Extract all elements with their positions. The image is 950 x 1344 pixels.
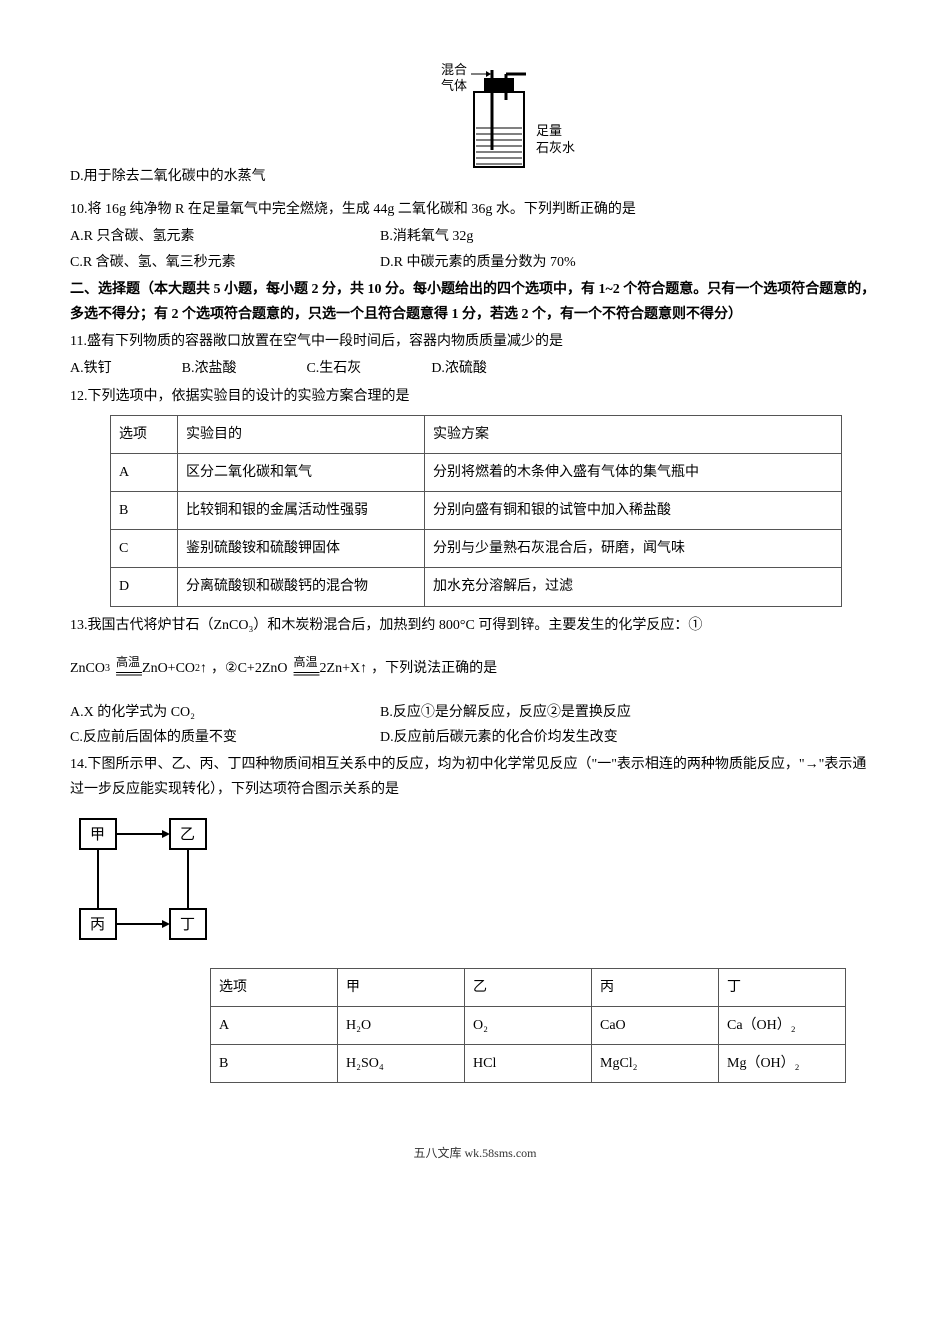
q11-B: B.浓盐酸 [182, 356, 237, 381]
q14-r0c2: O₂ [465, 1006, 592, 1044]
q14-h2: 乙 [465, 968, 592, 1006]
q14-table: 选项 甲 乙 丙 丁 A H₂O O₂ CaO Ca（OH）₂ B H₂SO₄ … [210, 968, 846, 1084]
q13-r1-left: ZnCO3 [70, 656, 110, 681]
q14-r0c1: H₂O [338, 1006, 465, 1044]
q12-r0c2: 分别将燃着的木条伸入盛有气体的集气瓶中 [425, 453, 842, 491]
q12-r0c1: 区分二氧化碳和氧气 [178, 453, 425, 491]
q12-r2c1: 鉴别硫酸铵和硫酸钾固体 [178, 530, 425, 568]
q13-r1-left-text: ZnCO [70, 656, 105, 681]
q14-r1c1: H₂SO₄ [338, 1045, 465, 1083]
q13-r1-uparrow: ↑ [200, 656, 207, 681]
q10-stem: 10.将 16g 纯净物 R 在足量氧气中完全燃烧，生成 44g 二氧化碳和 3… [70, 197, 880, 222]
q14-stem: 14.下图所示甲、乙、丙、丁四种物质间相互关系中的反应，均为初中化学常见反应（"… [70, 752, 880, 802]
q13-D: D.反应前后碳元素的化合价均发生改变 [380, 725, 690, 750]
q10-options-row1: A.R 只含碳、氢元素 B.消耗氧气 32g [70, 224, 880, 249]
q9-apparatus-diagram: 混合 气体 足量 石灰水 [416, 60, 606, 189]
table-row: A 区分二氧化碳和氧气 分别将燃着的木条伸入盛有气体的集气瓶中 [111, 453, 842, 491]
q14-h4: 丁 [719, 968, 846, 1006]
table-row: 选项 甲 乙 丙 丁 [211, 968, 846, 1006]
q10-options-row2: C.R 含碳、氢、氧三秒元素 D.R 中碳元素的质量分数为 70% [70, 250, 880, 275]
q14-r0c0: A [211, 1006, 338, 1044]
q13-reactions: ZnCO3 高温 ═══ ZnO+CO2↑ ， ② C+2ZnO 高温 ═══ … [70, 656, 880, 682]
q12-table: 选项 实验目的 实验方案 A 区分二氧化碳和氧气 分别将燃着的木条伸入盛有气体的… [110, 415, 842, 607]
diagram-label-enough: 足量 [536, 123, 562, 138]
diagram-label-mix: 混合 [441, 62, 467, 77]
q13-r1-right-text: ZnO+CO [142, 656, 195, 681]
q10-A: A.R 只含碳、氢元素 [70, 224, 380, 249]
q10-C: C.R 含碳、氢、氧三秒元素 [70, 250, 380, 275]
q14-r1c3: MgCl₂ [592, 1045, 719, 1083]
q13-arrow2-line: ═══ [294, 668, 318, 682]
q12-h2: 实验方案 [425, 415, 842, 453]
q14-h1: 甲 [338, 968, 465, 1006]
q9-optionD-row: D.用于除去二氧化碳中的水蒸气 混合 气体 足量 [70, 60, 880, 189]
q13-options-row2: C.反应前后固体的质量不变 D.反应前后碳元素的化合价均发生改变 [70, 725, 880, 750]
q10-B: B.消耗氧气 32g [380, 224, 690, 249]
q11-options: A.铁钉 B.浓盐酸 C.生石灰 D.浓硫酸 [70, 356, 880, 381]
section2-heading: 二、选择题（本大题共 5 小题，每小题 2 分，共 10 分。每小题给出的四个选… [70, 277, 880, 327]
q14-r1c0: B [211, 1045, 338, 1083]
q14-r1c2: HCl [465, 1045, 592, 1083]
q13-r1-right: ZnO+CO2↑ [142, 656, 207, 681]
q11-A: A.铁钉 [70, 356, 112, 381]
table-row: A H₂O O₂ CaO Ca（OH）₂ [211, 1006, 846, 1044]
q12-r0c0: A [111, 453, 178, 491]
q12-r2c2: 分别与少量熟石灰混合后，研磨，闻气味 [425, 530, 842, 568]
q13-arrow1-top: 高温 [116, 656, 140, 668]
q12-r3c2: 加水充分溶解后，过滤 [425, 568, 842, 606]
node-tl: 甲 [90, 827, 105, 843]
q13-arrow1-line: ═══ [116, 668, 140, 682]
q13-stem: 13.我国古代将炉甘石（ZnCO₃）和木炭粉混合后，加热到约 800°C 可得到… [70, 613, 880, 638]
node-tr: 乙 [180, 827, 195, 843]
q11-stem: 11.盛有下列物质的容器敞口放置在空气中一段时间后，容器内物质质量减少的是 [70, 329, 880, 354]
diagram-label-limewater: 石灰水 [536, 140, 575, 155]
q12-r3c1: 分离硫酸钡和碳酸钙的混合物 [178, 568, 425, 606]
page-footer: 五八文库 wk.58sms.com [70, 1143, 880, 1165]
q14-r1c4: Mg（OH）₂ [719, 1045, 846, 1083]
table-row: B 比较铜和银的金属活动性强弱 分别向盛有铜和银的试管中加入稀盐酸 [111, 492, 842, 530]
q13-arrow2: 高温 ═══ [294, 656, 318, 682]
q13-arrow2-top: 高温 [294, 656, 318, 668]
q13-B: B.反应①是分解反应，反应②是置换反应 [380, 700, 690, 725]
q13-r2-right: 2Zn+X↑ [320, 656, 368, 681]
node-br: 丁 [180, 917, 195, 933]
q12-r1c2: 分别向盛有铜和银的试管中加入稀盐酸 [425, 492, 842, 530]
q12-r1c1: 比较铜和银的金属活动性强弱 [178, 492, 425, 530]
q13-comma1: ， [211, 656, 225, 681]
q12-r2c0: C [111, 530, 178, 568]
q12-stem: 12.下列选项中，依据实验目的设计的实验方案合理的是 [70, 384, 880, 409]
q13-r1-left-sub: 3 [105, 660, 110, 678]
table-row: C 鉴别硫酸铵和硫酸钾固体 分别与少量熟石灰混合后，研磨，闻气味 [111, 530, 842, 568]
q14-h3: 丙 [592, 968, 719, 1006]
q14-r0c3: CaO [592, 1006, 719, 1044]
q14-h0: 选项 [211, 968, 338, 1006]
q14-r0c4: Ca（OH）₂ [719, 1006, 846, 1044]
q12-r3c0: D [111, 568, 178, 606]
table-row: B H₂SO₄ HCl MgCl₂ Mg（OH）₂ [211, 1045, 846, 1083]
q13-A: A.X 的化学式为 CO₂ [70, 700, 380, 725]
table-row: D 分离硫酸钡和碳酸钙的混合物 加水充分溶解后，过滤 [111, 568, 842, 606]
q12-h1: 实验目的 [178, 415, 425, 453]
node-bl: 丙 [90, 917, 105, 933]
q12-r1c0: B [111, 492, 178, 530]
q10-D: D.R 中碳元素的质量分数为 70% [380, 250, 690, 275]
q13-C: C.反应前后固体的质量不变 [70, 725, 380, 750]
q9-optionD-text: D.用于除去二氧化碳中的水蒸气 [70, 164, 266, 189]
q13-arrow1: 高温 ═══ [116, 656, 140, 682]
q13-r2-left: C+2ZnO [238, 656, 288, 681]
table-row: 选项 实验目的 实验方案 [111, 415, 842, 453]
q14-relation-diagram: 甲 乙 丙 丁 [70, 809, 880, 958]
q13-options-row1: A.X 的化学式为 CO₂ B.反应①是分解反应，反应②是置换反应 [70, 700, 880, 725]
diagram-label-gas: 气体 [441, 78, 467, 93]
q11-C: C.生石灰 [306, 356, 361, 381]
q12-h0: 选项 [111, 415, 178, 453]
q11-D: D.浓硫酸 [431, 356, 487, 381]
q13-tail: ，下列说法正确的是 [371, 656, 497, 681]
q13-circled2: ② [225, 656, 238, 681]
